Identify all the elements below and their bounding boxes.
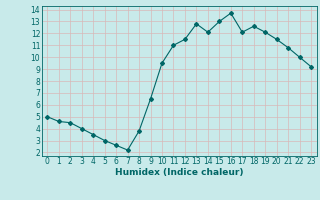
X-axis label: Humidex (Indice chaleur): Humidex (Indice chaleur) [115, 168, 244, 177]
